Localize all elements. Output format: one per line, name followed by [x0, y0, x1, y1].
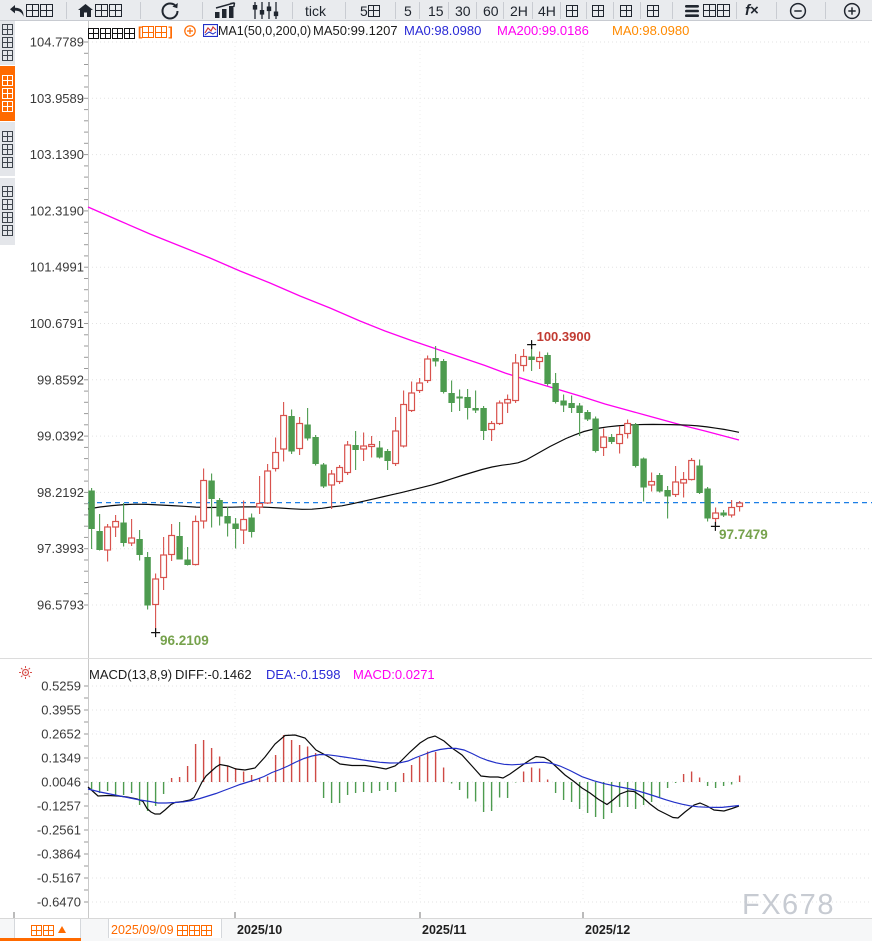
- svg-text:-0.1257: -0.1257: [37, 799, 81, 814]
- svg-text:-0.3864: -0.3864: [37, 847, 81, 862]
- svg-text:102.3190: 102.3190: [30, 203, 84, 218]
- svg-text:0.3955: 0.3955: [41, 703, 81, 718]
- svg-text:101.4991: 101.4991: [30, 260, 84, 275]
- svg-text:103.9589: 103.9589: [30, 91, 84, 106]
- svg-text:103.1390: 103.1390: [30, 147, 84, 162]
- svg-text:0.5259: 0.5259: [41, 679, 81, 694]
- svg-text:FX678: FX678: [742, 889, 835, 921]
- svg-text:-0.5167: -0.5167: [37, 871, 81, 886]
- svg-text:0.1349: 0.1349: [41, 751, 81, 766]
- svg-text:100.3900: 100.3900: [537, 329, 591, 344]
- svg-text:99.8592: 99.8592: [37, 372, 84, 387]
- svg-text:0.0046: 0.0046: [41, 775, 81, 790]
- svg-text:104.7789: 104.7789: [30, 35, 84, 50]
- svg-text:100.6791: 100.6791: [30, 316, 84, 331]
- svg-text:97.3993: 97.3993: [37, 541, 84, 556]
- svg-text:-0.6470: -0.6470: [37, 895, 81, 910]
- svg-text:97.7479: 97.7479: [719, 527, 768, 542]
- svg-text:0.2652: 0.2652: [41, 727, 81, 742]
- svg-text:-0.2561: -0.2561: [37, 823, 81, 838]
- svg-text:99.0392: 99.0392: [37, 429, 84, 444]
- svg-text:96.2109: 96.2109: [160, 633, 209, 648]
- svg-text:98.2192: 98.2192: [37, 485, 84, 500]
- svg-text:96.5793: 96.5793: [37, 598, 84, 613]
